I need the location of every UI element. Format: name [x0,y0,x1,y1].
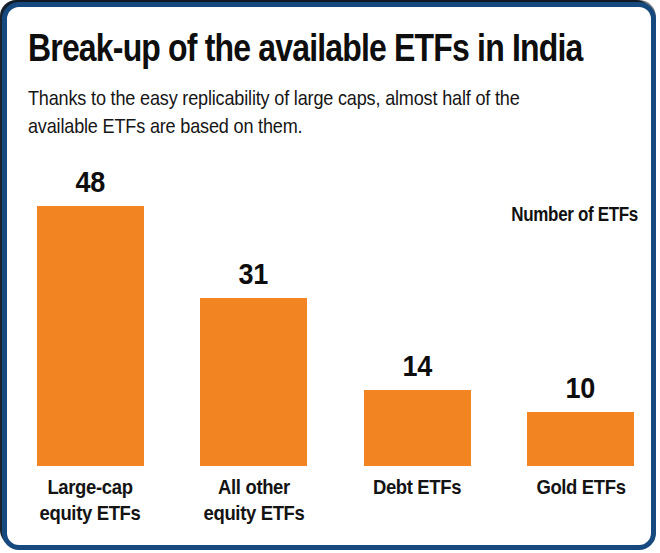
category-label-gold: Gold ETFs [511,474,652,500]
bar-column-other-equity: 31 [200,257,307,466]
bar-column-gold: 10 [527,371,634,466]
bar [200,298,307,466]
category-label-debt: Debt ETFs [347,474,488,500]
category-label-line: equity ETFs [20,500,161,526]
category-label-large-cap: Large-cap equity ETFs [20,474,161,526]
bar [527,412,634,466]
category-label-line: Gold ETFs [511,474,652,500]
infographic-card: Break-up of the available ETFs in India … [0,0,660,553]
value-label: 10 [566,371,595,405]
category-label-line: equity ETFs [184,500,325,526]
bar-column-debt: 14 [364,349,471,466]
value-label: 31 [239,257,268,291]
category-label-line: Large-cap [20,474,161,500]
value-label: 14 [403,349,432,383]
category-label-line: All other [184,474,325,500]
bar-column-large-cap: 48 [37,165,144,466]
bar [37,206,144,466]
bar-chart: 48 31 14 10 Large-cap equity ETFs All ot… [0,0,660,553]
category-label-line: Debt ETFs [347,474,488,500]
category-label-other-equity: All other equity ETFs [184,474,325,526]
bar [364,390,471,466]
value-label: 48 [76,165,105,199]
